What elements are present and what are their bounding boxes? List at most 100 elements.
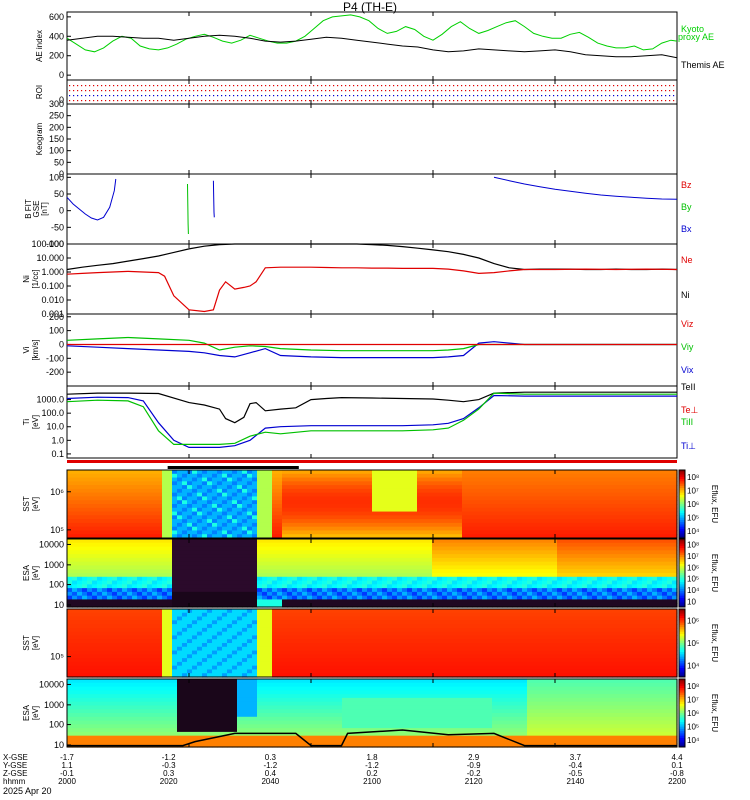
spectro-cell (82, 565, 88, 569)
spectro-cell (277, 550, 283, 554)
spectro-cell (432, 550, 438, 554)
spectro-cell (307, 562, 313, 566)
spectro-cell (377, 543, 383, 547)
spectro-cell (222, 489, 228, 493)
spectro-cell (657, 504, 663, 508)
spectro-cell (177, 470, 183, 474)
spectro-cell (167, 562, 173, 566)
spectro-cell (502, 474, 508, 478)
spectro-cell (192, 519, 198, 523)
spectro-cell (97, 558, 103, 562)
spectro-cell (572, 481, 578, 485)
roi-dot (293, 95, 294, 96)
spectro-cell (202, 577, 208, 581)
spectro-cell (407, 558, 413, 562)
spectro-cell (102, 485, 108, 489)
roi-dot (309, 85, 310, 86)
spectro-cell (597, 562, 603, 566)
spectro-cell (307, 584, 313, 588)
spectro-cell (357, 592, 363, 596)
spectro-cell (512, 577, 518, 581)
roi-dot (653, 90, 654, 91)
spectro-cell (192, 530, 198, 534)
spectro-cell (72, 508, 78, 512)
spectro-cell (572, 554, 578, 558)
roi-dot (573, 90, 574, 91)
spectro-cell (222, 539, 228, 543)
spectro-cell (102, 496, 108, 500)
spectro-cell (407, 530, 413, 534)
spectro-cell (587, 562, 593, 566)
spectro-cell (262, 596, 268, 600)
spectro-cell (397, 584, 403, 588)
spectro-cell (82, 512, 88, 516)
spectro-cell (377, 596, 383, 600)
spectro-cell (527, 474, 533, 478)
spectro-cell (372, 558, 378, 562)
spectro-cell (112, 550, 118, 554)
spectro-cell (217, 519, 223, 523)
roi-dot (117, 90, 118, 91)
roi-dot (377, 85, 378, 86)
spectro-cell (372, 543, 378, 547)
spectro-cell (562, 581, 568, 585)
spectro-cell (452, 573, 458, 577)
spectro-cell (597, 550, 603, 554)
spectro-cell (142, 565, 148, 569)
roi-dot (581, 100, 582, 101)
spectro-cell (337, 577, 343, 581)
spectro-cell (657, 527, 663, 531)
spectro-cell (212, 584, 218, 588)
spectro-cell (492, 508, 498, 512)
spectro-cell (482, 550, 488, 554)
spectro-cell (447, 481, 453, 485)
roi-dot (633, 95, 634, 96)
spectro-cell (532, 592, 538, 596)
spectro-cell (362, 539, 368, 543)
roi-dot (369, 90, 370, 91)
spectro-cell (512, 519, 518, 523)
spectro-cell (462, 573, 468, 577)
spectro-cell (477, 508, 483, 512)
spectro-cell (502, 470, 508, 474)
spectro-cell (152, 496, 158, 500)
spectro-cell (497, 504, 503, 508)
spectro-cell (547, 596, 553, 600)
spectro-cell (502, 489, 508, 493)
spectro-cell (507, 565, 513, 569)
spectro-cell (492, 485, 498, 489)
spectro-cell (142, 543, 148, 547)
spectro-cell (347, 478, 353, 482)
roi-dot (565, 90, 566, 91)
spectro-cell (127, 512, 133, 516)
spectro-cell (122, 504, 128, 508)
spectro-cell (347, 508, 353, 512)
roi-dot (317, 85, 318, 86)
spectro-cell (242, 554, 248, 558)
spectro-cell (127, 539, 133, 543)
spectro-cell (202, 515, 208, 519)
spectro-cell (402, 496, 408, 500)
spectro-cell (422, 474, 428, 478)
roi-dot (85, 85, 86, 86)
spectro-cell (562, 550, 568, 554)
spectro-cell (517, 530, 523, 534)
spectro-cell (442, 581, 448, 585)
spectro-cell (92, 527, 98, 531)
roi-dot (577, 95, 578, 96)
roi-dot (245, 95, 246, 96)
spectro-cell (482, 504, 488, 508)
spectro-cell (667, 515, 673, 519)
roi-dot (81, 85, 82, 86)
spectro-cell (217, 496, 223, 500)
spectro-cell (622, 515, 628, 519)
roi-dot (397, 85, 398, 86)
spectro-cell (317, 554, 323, 558)
spectro-cell (267, 592, 273, 596)
spectro-cell (212, 508, 218, 512)
spectro-cell (272, 547, 278, 551)
roi-dot (113, 90, 114, 91)
spectro-cell (162, 519, 168, 523)
spectro-cell (157, 474, 163, 478)
